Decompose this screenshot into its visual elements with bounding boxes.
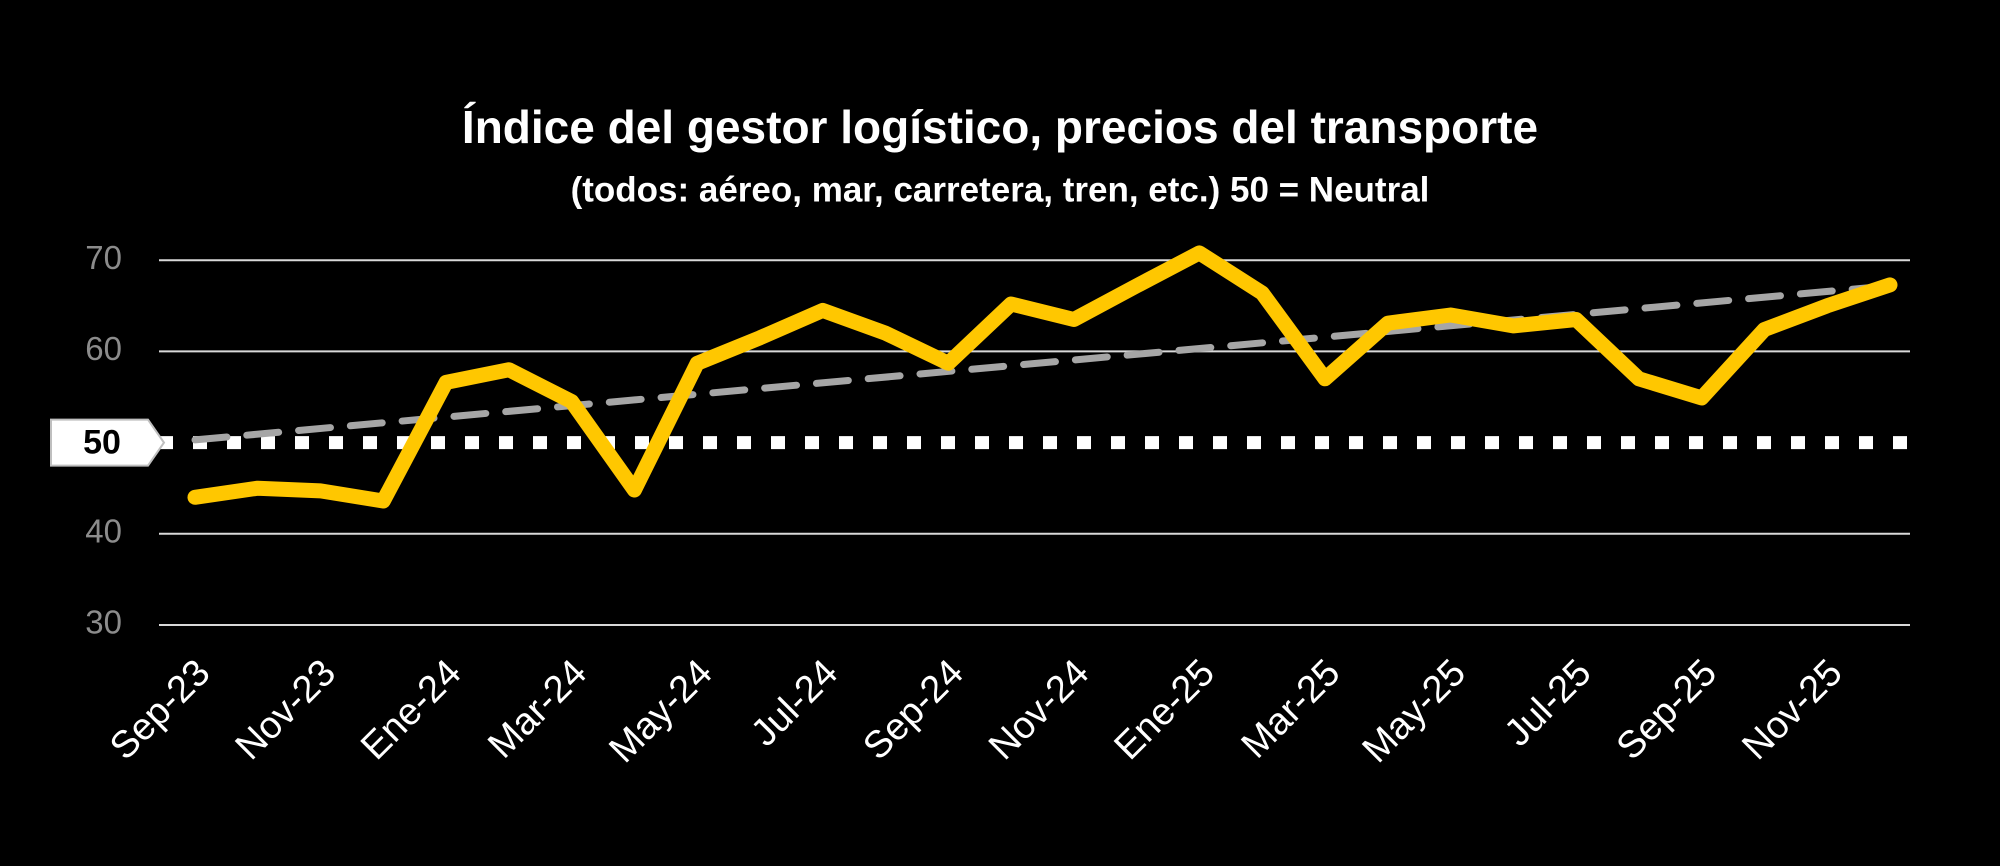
chart-title: Índice del gestor logístico, precios del… (462, 101, 1538, 153)
reference-label: 50 (83, 424, 121, 462)
y-tick-label: 40 (85, 513, 122, 550)
y-tick-label: 30 (85, 604, 122, 641)
y-tick-label: 60 (85, 330, 122, 367)
y-tick-label: 70 (85, 239, 122, 276)
data-line (187, 245, 1898, 509)
trend-line (191, 282, 1894, 444)
chart-subtitle: (todos: aéreo, mar, carretera, tren, etc… (571, 170, 1430, 209)
reference-label-box (50, 418, 166, 467)
